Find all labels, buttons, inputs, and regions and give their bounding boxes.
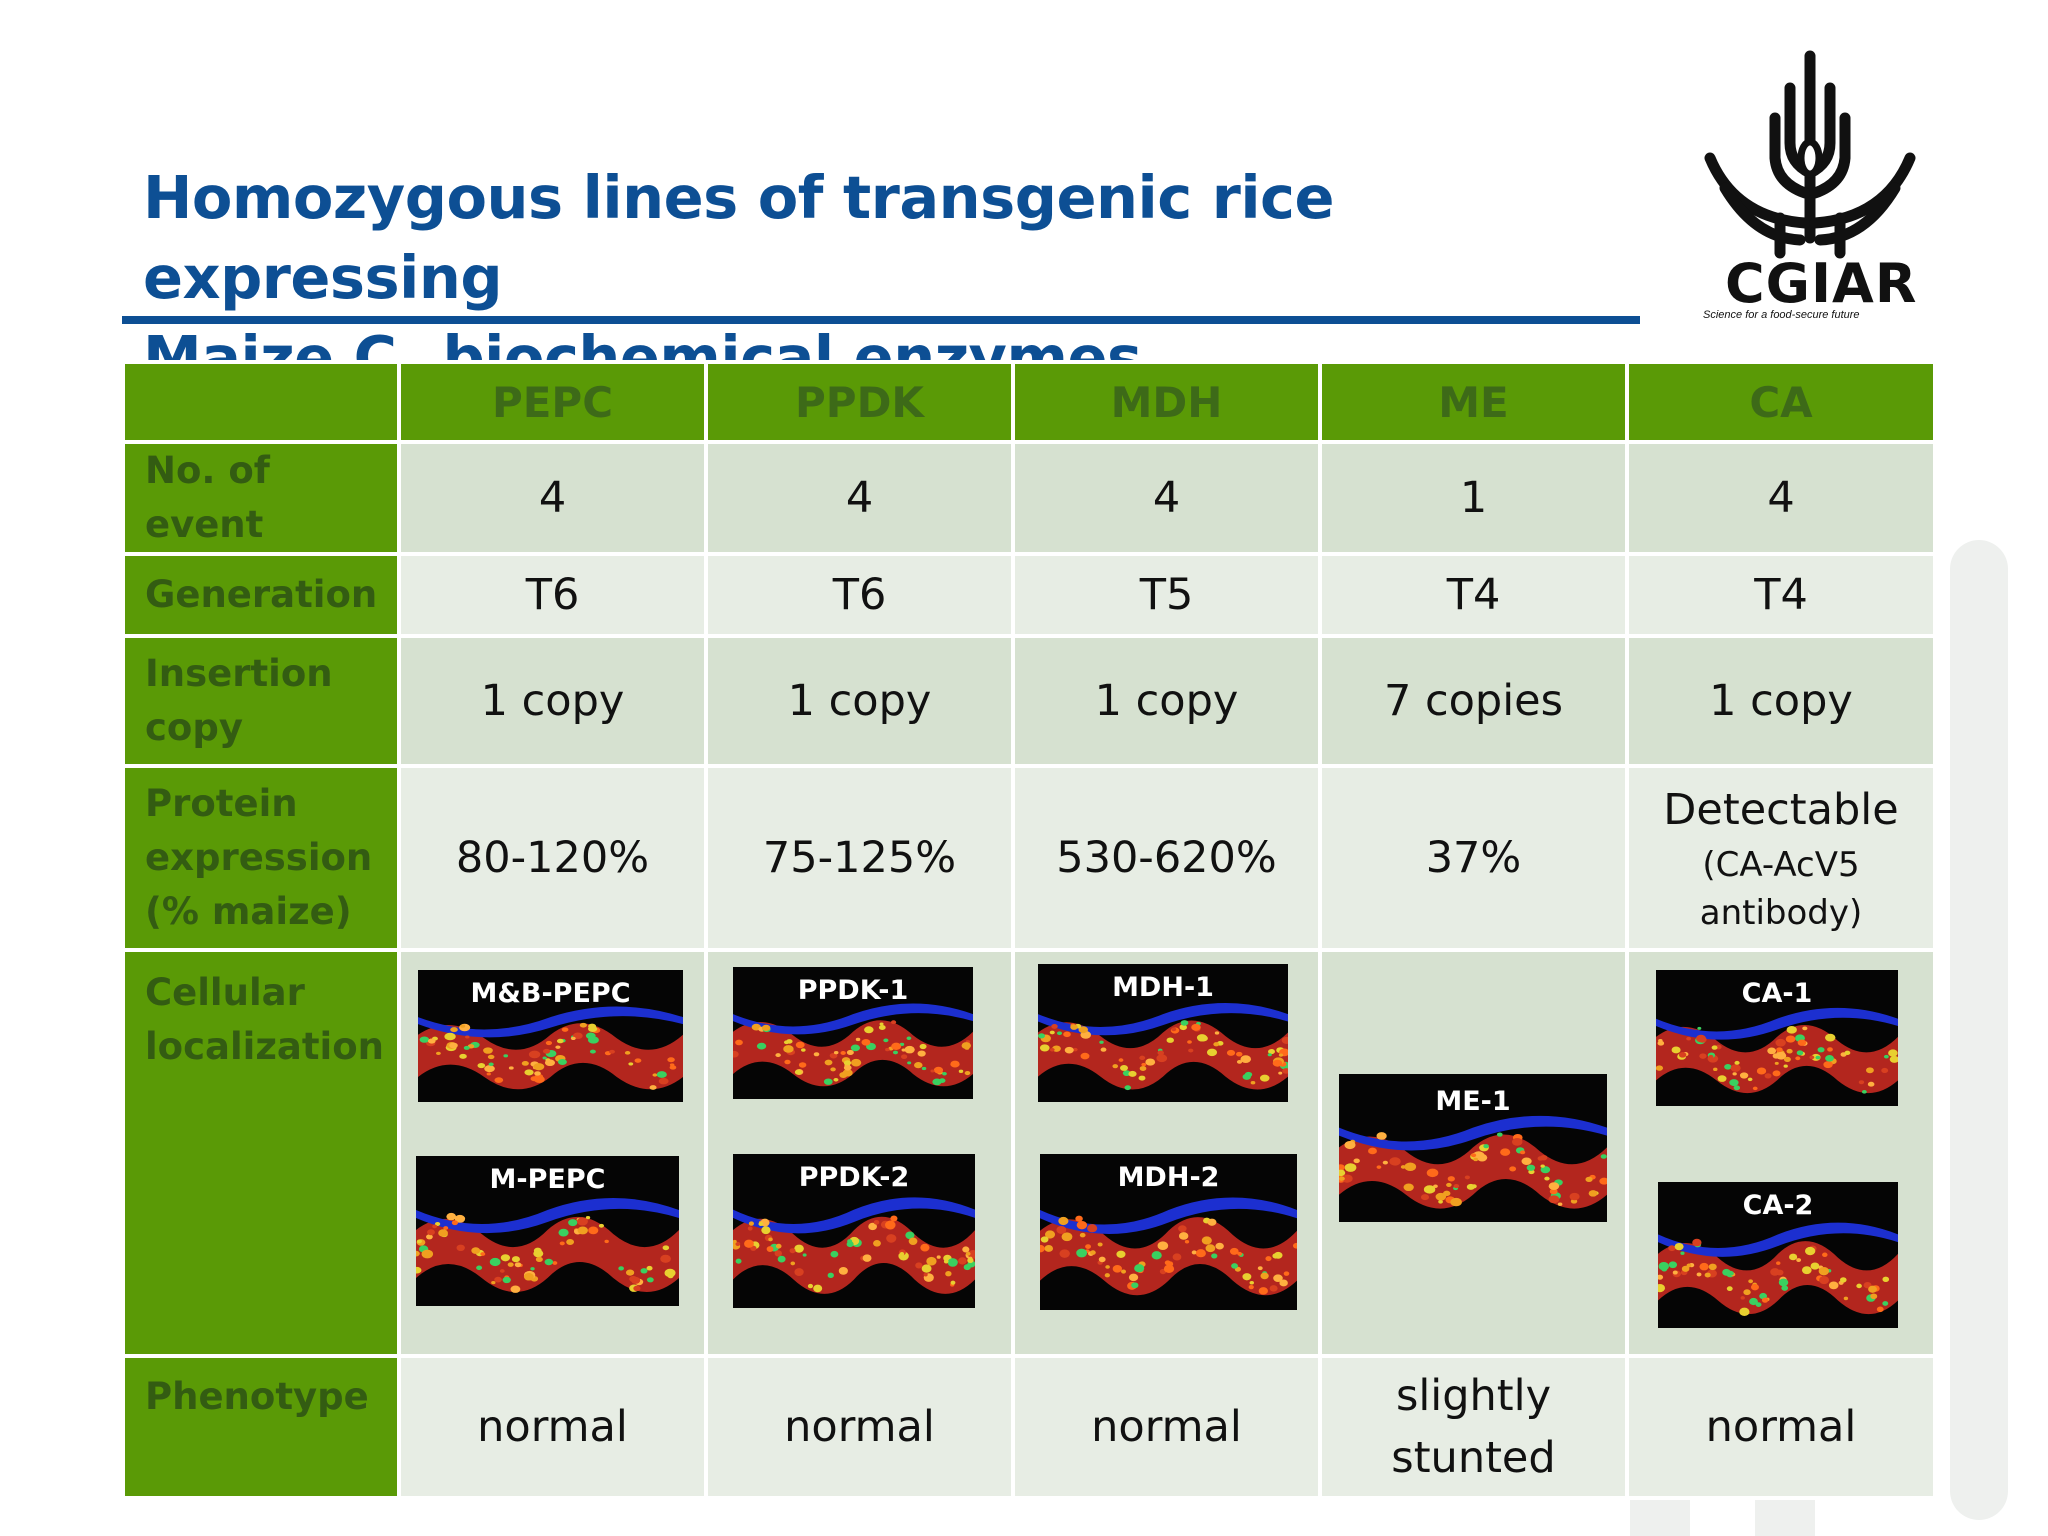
header-corner xyxy=(121,360,401,444)
logo-wordmark: CGIAR xyxy=(1725,252,1918,315)
leaf-section-texture xyxy=(1040,1197,1297,1296)
micrograph-image: MDH-2 xyxy=(1040,1154,1297,1310)
micrograph-image: M-PEPC xyxy=(416,1156,679,1306)
table-row-generation: Generation T6 T6 T5 T4 T4 xyxy=(121,552,1937,638)
row-label-line: Protein xyxy=(145,782,298,825)
row-label-generation: Generation xyxy=(121,552,401,638)
ca-protein-main: Detectable xyxy=(1663,785,1899,835)
table-cell: 80-120% xyxy=(397,764,708,952)
table-cell: 7 copies xyxy=(1318,634,1629,768)
table-cell: 4 xyxy=(1011,440,1322,556)
table-row-protein: Protein expression (% maize) 80-120% 75-… xyxy=(121,764,1937,952)
table-cell: T4 xyxy=(1318,552,1629,638)
leaf-section-texture xyxy=(418,1006,683,1091)
header-mdh: MDH xyxy=(1011,360,1322,444)
table-row-events: No. of event 4 4 4 1 4 xyxy=(121,440,1937,556)
micrograph-label: CA-2 xyxy=(1742,1190,1814,1221)
row-label-line: Insertion xyxy=(145,652,333,695)
leaf-section-texture xyxy=(416,1198,679,1293)
table-row-localization: Cellular localization M&B-PEPC M-PEPC PP… xyxy=(121,948,1937,1358)
table-cell: 1 copy xyxy=(397,634,708,768)
slide-title: Homozygous lines of transgenic rice expr… xyxy=(143,158,1643,398)
table-row-phenotype: Phenotype normal normal normal slightly … xyxy=(121,1354,1937,1500)
table-cell: T5 xyxy=(1011,552,1322,638)
table-cell-ca-protein: Detectable (CA-AcV5 antibody) xyxy=(1625,764,1937,952)
leaf-section-texture xyxy=(1658,1222,1898,1317)
phenotype-line: slightly xyxy=(1395,1371,1552,1421)
table-cell: 4 xyxy=(397,440,708,556)
row-label-line: expression xyxy=(145,836,373,879)
table-cell: T6 xyxy=(704,552,1015,638)
leaf-section-texture xyxy=(1656,1008,1898,1094)
localization-cell-me: ME-1 xyxy=(1318,948,1629,1358)
table-row-insertion: Insertion copy 1 copy 1 copy 1 copy 7 co… xyxy=(121,634,1937,768)
micrograph-label: MDH-2 xyxy=(1117,1162,1220,1193)
row-label-phenotype: Phenotype xyxy=(121,1354,401,1500)
micrograph-image: ME-1 xyxy=(1339,1074,1607,1222)
row-label-protein: Protein expression (% maize) xyxy=(121,764,401,952)
table-cell: normal xyxy=(1625,1354,1937,1500)
micrograph-label: M&B-PEPC xyxy=(470,978,631,1009)
title-line-1: Homozygous lines of transgenic rice expr… xyxy=(143,163,1335,312)
ca-protein-note: (CA-AcV5 xyxy=(1702,845,1860,885)
leaf-section-texture xyxy=(1038,1002,1288,1090)
table-cell: normal xyxy=(397,1354,708,1500)
table-cell: 1 xyxy=(1318,440,1629,556)
row-label-insertion: Insertion copy xyxy=(121,634,401,768)
table-cell: 1 copy xyxy=(704,634,1015,768)
table-cell: normal xyxy=(704,1354,1015,1500)
localization-cell-mdh: MDH-1 MDH-2 xyxy=(1011,948,1322,1358)
table-cell-me-phenotype: slightly stunted xyxy=(1318,1354,1629,1500)
row-label-line: copy xyxy=(145,706,243,749)
cgiar-wheat-logo-icon xyxy=(1704,50,1916,259)
micrograph-image: CA-2 xyxy=(1658,1182,1898,1328)
micrograph-label: CA-1 xyxy=(1741,978,1813,1009)
title-underline xyxy=(122,316,1640,324)
leaf-section-texture xyxy=(733,1197,975,1294)
micrograph-label: PPDK-2 xyxy=(798,1162,910,1193)
header-ca: CA xyxy=(1625,360,1937,444)
enzyme-table: PEPC PPDK MDH ME CA No. of event 4 4 4 1… xyxy=(121,360,1937,1500)
table-cell: 530-620% xyxy=(1011,764,1322,952)
row-label-line: localization xyxy=(145,1025,385,1068)
header-ppdk: PPDK xyxy=(704,360,1015,444)
table-cell: normal xyxy=(1011,1354,1322,1500)
localization-cell-pepc: M&B-PEPC M-PEPC xyxy=(397,948,708,1358)
logo-tagline: Science for a food-secure future xyxy=(1703,309,1860,321)
table-cell: T4 xyxy=(1625,552,1937,638)
header-me: ME xyxy=(1318,360,1629,444)
row-label-localization: Cellular localization xyxy=(121,948,401,1358)
table-cell: 1 copy xyxy=(1625,634,1937,768)
localization-cell-ca: CA-1 CA-2 xyxy=(1625,948,1937,1358)
table-cell: 4 xyxy=(704,440,1015,556)
table-cell: 75-125% xyxy=(704,764,1015,952)
micrograph-label: PPDK-1 xyxy=(797,975,909,1006)
table-cell: 4 xyxy=(1625,440,1937,556)
localization-cell-ppdk: PPDK-1 PPDK-2 xyxy=(704,948,1015,1358)
leaf-section-texture xyxy=(1339,1115,1607,1209)
row-label-line: Cellular xyxy=(145,971,305,1014)
micrograph-image: PPDK-1 xyxy=(733,967,973,1099)
micrograph-image: M&B-PEPC xyxy=(418,970,683,1102)
micrograph-image: MDH-1 xyxy=(1038,964,1288,1102)
row-label-line: (% maize) xyxy=(145,890,352,933)
ca-protein-note: antibody) xyxy=(1699,893,1863,933)
phenotype-line: stunted xyxy=(1391,1433,1556,1483)
row-label-events: No. of event xyxy=(121,440,401,556)
micrograph-image: PPDK-2 xyxy=(733,1154,975,1308)
micrograph-label: MDH-1 xyxy=(1112,972,1214,1003)
table-header-row: PEPC PPDK MDH ME CA xyxy=(121,360,1937,444)
micrograph-image: CA-1 xyxy=(1656,970,1898,1106)
table-cell: T6 xyxy=(397,552,708,638)
micrograph-label: M-PEPC xyxy=(489,1164,606,1195)
micrograph-label: ME-1 xyxy=(1435,1086,1511,1117)
table-cell: 1 copy xyxy=(1011,634,1322,768)
header-pepc: PEPC xyxy=(397,360,708,444)
leaf-section-texture xyxy=(733,1003,973,1087)
table-cell: 37% xyxy=(1318,764,1629,952)
